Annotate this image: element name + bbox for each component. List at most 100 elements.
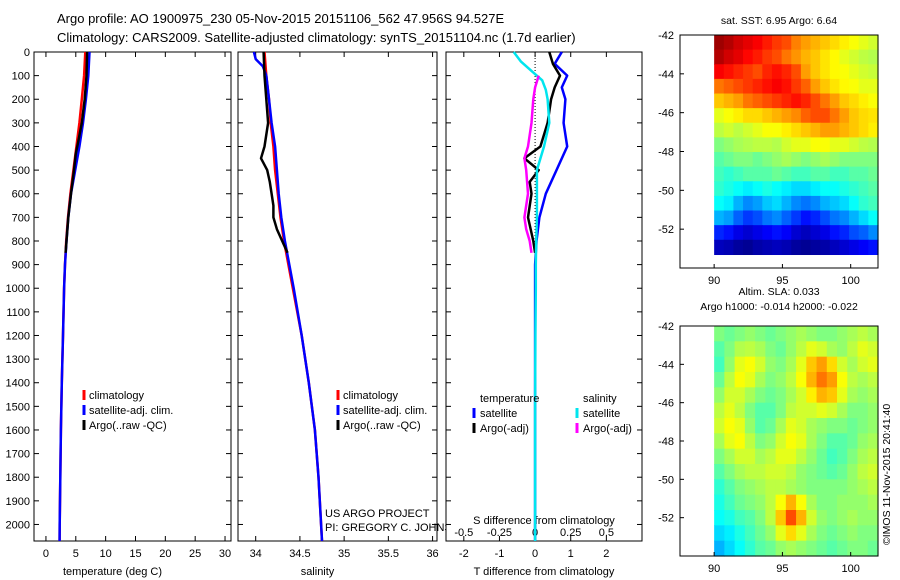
sla_map-heatmap-cell (857, 418, 869, 434)
sla_map-heatmap-cell (724, 525, 736, 542)
sst_map-heatmap-cell (820, 166, 831, 182)
sst_map-y-tick-label: -46 (658, 108, 674, 120)
sla_map-heatmap-cell (775, 448, 787, 465)
sst_map-heatmap-cell (733, 122, 744, 138)
figure-title-line-1: Argo profile: AO 1900975_230 05-Nov-2015… (57, 11, 505, 26)
sst_map-heatmap-cell (733, 225, 744, 241)
sst_map-heatmap-cell (762, 122, 773, 138)
sst_map-heatmap-cell (800, 78, 812, 95)
sla_map-heatmap-cell (816, 402, 828, 419)
difference-legend-label: Argo(-adj) (583, 423, 632, 435)
sst_map-heatmap-cell (752, 225, 763, 241)
sst_map-heatmap-cell (781, 108, 792, 124)
sla_map-heatmap-cell (744, 448, 756, 465)
sla_map-x-tick-label: 90 (708, 563, 720, 575)
sst_map-heatmap-cell (849, 225, 860, 241)
temperature-y-tick-label: 1000 (6, 283, 30, 295)
sst_map-heatmap-cell (820, 49, 831, 65)
sla_map-heatmap-cell (847, 540, 859, 557)
sla_map-heatmap-cell (755, 525, 766, 542)
sst_map-heatmap-cell (723, 122, 735, 138)
sla_map-y-tick-label: -48 (658, 436, 674, 448)
sla_map-heatmap-cell (806, 510, 818, 526)
sst_map-heatmap-cell (868, 225, 879, 241)
sst_map-heatmap-cell (810, 181, 821, 197)
sst_map-heatmap-cell (839, 108, 850, 124)
sst_map-heatmap-cell (829, 166, 841, 182)
temperature-y-tick-label: 2000 (6, 519, 30, 531)
sst_map-heatmap-cell (714, 166, 725, 182)
sst_map-heatmap-cell (723, 93, 735, 109)
sla_map-heatmap-cell (847, 402, 859, 419)
sst_map-heatmap-cell (849, 239, 860, 256)
sla_map-y-tick-label: -42 (658, 321, 674, 333)
sla_map-x-tick-label: 95 (776, 563, 788, 575)
sla_map-heatmap-cell (714, 433, 725, 450)
sla_map-heatmap-cell (755, 448, 766, 465)
sst_map-y-tick-label: -52 (658, 224, 674, 236)
sst_map-heatmap-cell (771, 122, 783, 138)
sst_map-heatmap-cell (733, 49, 744, 65)
sst_map-heatmap-cell (714, 210, 725, 226)
sst_map-heatmap-cell (743, 210, 754, 226)
sla_map-heatmap-cell (867, 372, 879, 388)
sst_map-heatmap-cell (762, 225, 773, 241)
sla_map-heatmap-cell (847, 448, 859, 465)
difference-series-line (523, 75, 540, 253)
sst_map-heatmap-cell (723, 225, 735, 241)
sla_map-heatmap-cell (806, 341, 818, 358)
sst_map-heatmap-cell (771, 108, 783, 124)
sla_map-heatmap-cell (785, 418, 797, 434)
sla_map-heatmap-cell (785, 510, 797, 526)
sla_map-heatmap-cell (724, 464, 736, 480)
temperature-y-tick-label: 300 (12, 118, 30, 130)
sst_map-heatmap-cell (771, 35, 783, 51)
sst_map-heatmap-cell (714, 181, 725, 197)
sla_map-heatmap-cell (765, 494, 777, 511)
sla_map-heatmap-cell (765, 387, 777, 404)
temperature-y-tick-label: 1800 (6, 472, 30, 484)
salinity-series-line (259, 51, 289, 254)
sst_map-heatmap-cell (868, 35, 879, 51)
sla_map-heatmap-cell (724, 448, 736, 465)
sla_map-heatmap-cell (785, 402, 797, 419)
sla_map-heatmap-cell (744, 510, 756, 526)
sla_map-heatmap-cell (775, 433, 787, 450)
sst_map-heatmap-cell (743, 122, 754, 138)
sst_map-heatmap-cell (849, 195, 860, 212)
sst_map-heatmap-cell (714, 108, 725, 124)
sla_map-heatmap-cell (816, 540, 828, 557)
sst_map-heatmap-cell (868, 195, 879, 212)
sst_map-heatmap-cell (839, 210, 850, 226)
temperature-y-tick-label: 600 (12, 189, 30, 201)
sst_map-heatmap-cell (800, 166, 812, 182)
sst_map-heatmap-cell (810, 225, 821, 241)
sla_map-heatmap-cell (796, 341, 807, 358)
sst_map-heatmap-cell (781, 210, 792, 226)
sst_map-heatmap-cell (752, 93, 763, 109)
difference-legend-label: Argo(-adj) (480, 423, 529, 435)
sla_map-heatmap-cell (847, 372, 859, 388)
sla_map-heatmap-cell (744, 433, 756, 450)
sst_map-heatmap-cell (791, 181, 802, 197)
sla_map-heatmap-cell (785, 356, 797, 373)
sst_map-heatmap-cell (868, 78, 879, 95)
sla_map-heatmap-cell (806, 433, 818, 450)
sst_map-heatmap-cell (800, 239, 812, 256)
temperature-profile-panel: 0 5 10 15 20 25 300100200300400500600700800900… (6, 47, 232, 578)
sst_map-heatmap-cell (714, 93, 725, 109)
sla-map-panel: 90 95 100 -42 -44 -46 -48 -50 -52 Altim. SLA: 0.0… (658, 286, 879, 575)
sst_map-heatmap-cell (733, 108, 744, 124)
sla_map-heatmap-cell (775, 356, 787, 373)
sst_map-heatmap-cell (858, 225, 869, 241)
sst_map-heatmap-cell (849, 35, 860, 51)
sla_map-heatmap-cell (837, 326, 848, 342)
sla_map-heatmap-cell (796, 510, 807, 526)
sst_map-heatmap-cell (791, 225, 802, 241)
sla_map-heatmap-cell (867, 387, 879, 404)
sla_map-heatmap-cell (847, 510, 859, 526)
sst_map-heatmap-cell (858, 35, 869, 51)
sst_map-heatmap-cell (771, 239, 783, 256)
sla_map-heatmap-cell (837, 418, 848, 434)
sst_map-heatmap-cell (771, 49, 783, 65)
